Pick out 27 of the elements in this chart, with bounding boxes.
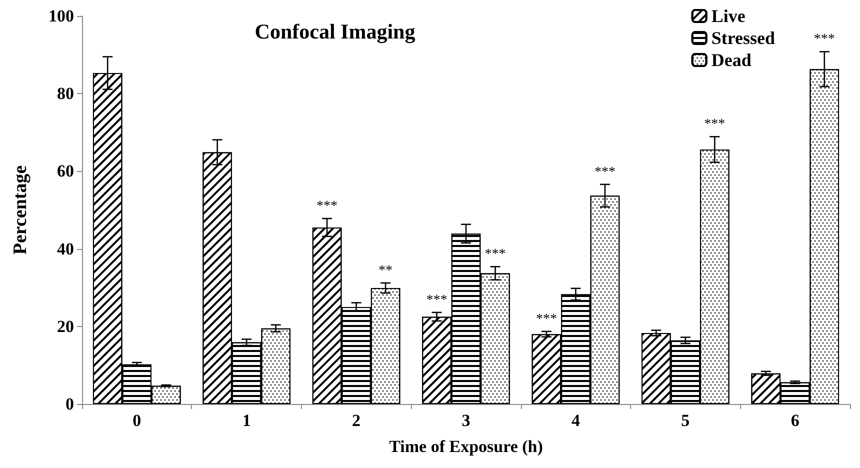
data-label: *** xyxy=(316,199,338,214)
data-label: *** xyxy=(484,247,506,262)
data-label: *** xyxy=(704,117,726,132)
chart-title: Confocal Imaging xyxy=(254,20,416,44)
x-tick-label: 3 xyxy=(462,411,470,430)
x-axis-title: Time of Exposure (h) xyxy=(389,437,543,456)
x-tick-label: 0 xyxy=(132,411,142,430)
legend-label: Dead xyxy=(711,50,752,70)
y-tick-label: 0 xyxy=(66,394,74,414)
x-tick-label: 6 xyxy=(790,411,800,430)
y-tick-label: 80 xyxy=(57,84,74,104)
data-label: *** xyxy=(594,164,616,180)
x-tick-label: 2 xyxy=(352,411,361,430)
data-label: ** xyxy=(378,263,393,278)
y-tick-label: 40 xyxy=(57,239,74,258)
y-axis-title: Percentage xyxy=(10,165,31,255)
legend-label: Stressed xyxy=(711,28,776,48)
x-tick-label: 1 xyxy=(242,411,251,430)
y-tick-label: 20 xyxy=(57,316,74,336)
x-tick-label: 4 xyxy=(571,411,580,430)
data-label: *** xyxy=(426,292,448,308)
data-label: *** xyxy=(814,32,835,48)
data-label: *** xyxy=(536,312,557,327)
y-tick-label: 60 xyxy=(57,162,74,181)
legend-label: Live xyxy=(711,6,746,26)
x-tick-label: 5 xyxy=(681,411,690,430)
y-tick-label: 100 xyxy=(48,6,74,26)
